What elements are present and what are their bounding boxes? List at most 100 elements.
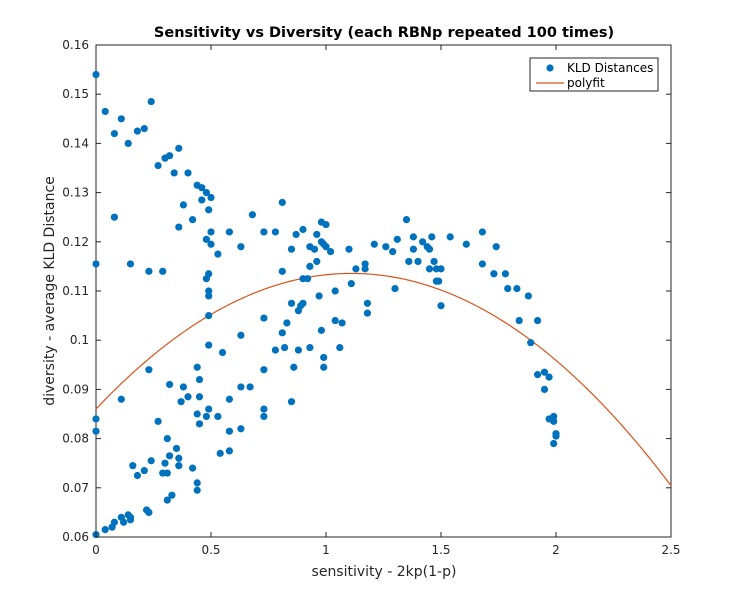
data-point	[534, 371, 542, 379]
data-point	[205, 341, 213, 349]
data-point	[193, 479, 201, 487]
data-point	[425, 265, 434, 273]
data-point	[205, 287, 213, 295]
data-point	[124, 139, 132, 147]
y-tick-label: 0.16	[62, 38, 89, 52]
x-tick-label: 1.5	[431, 543, 450, 557]
data-point	[306, 343, 314, 352]
data-point	[92, 260, 100, 268]
data-point	[271, 346, 279, 354]
data-point	[154, 417, 162, 425]
data-point	[504, 284, 512, 293]
data-point	[393, 235, 401, 243]
y-tick-label: 0.06	[62, 530, 89, 544]
data-point	[218, 348, 227, 357]
data-point	[462, 240, 470, 248]
data-point	[216, 449, 224, 457]
data-point	[299, 299, 307, 307]
data-point	[159, 469, 167, 477]
data-point	[237, 243, 245, 251]
data-point	[492, 243, 500, 251]
data-point	[260, 314, 268, 322]
data-point	[117, 395, 125, 403]
data-point	[237, 383, 245, 391]
x-tick-label: 0.5	[201, 543, 220, 557]
data-point	[490, 270, 498, 278]
data-point	[195, 393, 204, 401]
data-point	[140, 125, 148, 133]
data-point	[260, 366, 268, 374]
data-point	[175, 454, 183, 462]
data-point	[207, 193, 215, 202]
data-point	[145, 267, 153, 275]
data-point	[501, 270, 509, 278]
data-point	[478, 228, 486, 236]
data-point	[170, 169, 178, 177]
data-point	[437, 302, 445, 310]
y-tick-label: 0.1	[70, 333, 89, 347]
y-tick-label: 0.07	[62, 481, 89, 495]
data-point	[294, 307, 302, 315]
data-point	[172, 444, 181, 453]
data-point	[409, 245, 417, 253]
data-point	[271, 228, 279, 236]
data-point	[179, 383, 187, 391]
data-point	[246, 383, 254, 391]
data-point	[283, 319, 291, 327]
data-point	[430, 257, 438, 266]
data-point	[184, 169, 192, 177]
y-tick-label: 0.15	[62, 87, 89, 101]
data-point	[126, 260, 135, 268]
data-point	[419, 238, 427, 246]
y-tick-label: 0.14	[62, 136, 89, 150]
data-point	[120, 518, 128, 526]
data-point	[550, 417, 558, 425]
data-point	[524, 292, 533, 300]
x-tick-label: 2.5	[661, 543, 680, 557]
data-point	[513, 284, 521, 293]
y-axis-label: diversity - average KLD Distance	[42, 176, 58, 406]
data-point	[177, 398, 185, 406]
data-point	[540, 385, 549, 393]
data-point	[166, 152, 174, 160]
data-point	[313, 257, 321, 266]
data-point	[281, 343, 289, 352]
data-point	[193, 410, 201, 418]
data-point	[317, 326, 325, 334]
data-point	[175, 144, 183, 152]
data-point	[336, 343, 344, 352]
y-axis-ticks: 0.06 0.07 0.08 0.09 0.1 0.11 0.12 0.13 0.14 0.15 0…	[62, 38, 671, 544]
data-point	[478, 260, 486, 268]
data-point	[159, 267, 167, 275]
data-point	[515, 316, 523, 325]
data-point	[382, 243, 390, 251]
data-point	[101, 526, 109, 534]
data-point	[327, 248, 335, 256]
data-point	[207, 228, 215, 236]
data-point	[207, 240, 215, 248]
data-point	[278, 329, 286, 337]
data-point	[133, 471, 141, 480]
data-point	[310, 245, 319, 253]
data-point	[225, 395, 233, 403]
legend-box	[529, 57, 659, 92]
data-point	[161, 459, 169, 467]
data-point	[322, 220, 330, 229]
data-point	[193, 486, 201, 494]
data-point	[225, 228, 233, 236]
data-point	[145, 366, 153, 374]
data-point	[205, 270, 213, 278]
data-point	[363, 309, 371, 317]
data-point	[110, 518, 118, 526]
y-tick-label: 0.12	[62, 235, 89, 249]
data-point	[225, 447, 233, 455]
data-point	[260, 412, 268, 421]
x-tick-label: 0	[92, 543, 100, 557]
data-point	[278, 267, 286, 275]
data-point	[163, 435, 171, 443]
data-point	[389, 248, 397, 256]
x-tick-label: 1	[322, 543, 330, 557]
data-point	[225, 427, 233, 435]
scatter-points	[92, 70, 560, 539]
